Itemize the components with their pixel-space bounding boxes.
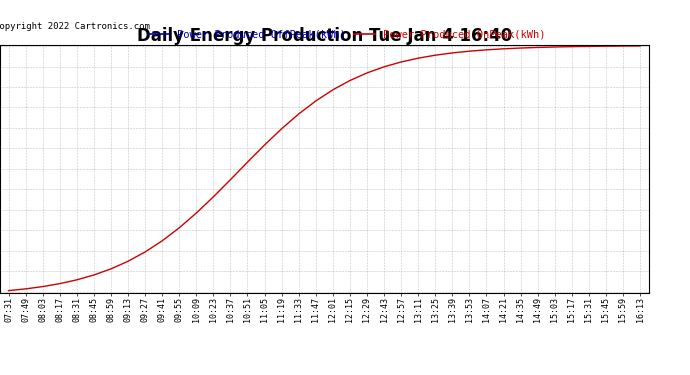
Text: Copyright 2022 Cartronics.com: Copyright 2022 Cartronics.com xyxy=(0,22,150,32)
Title: Daily Energy Production Tue Jan 4 16:40: Daily Energy Production Tue Jan 4 16:40 xyxy=(137,27,512,45)
Legend: Power Produced OffPeak(kWh), Power Produced OnPeak(kWh): Power Produced OffPeak(kWh), Power Produ… xyxy=(148,29,546,39)
